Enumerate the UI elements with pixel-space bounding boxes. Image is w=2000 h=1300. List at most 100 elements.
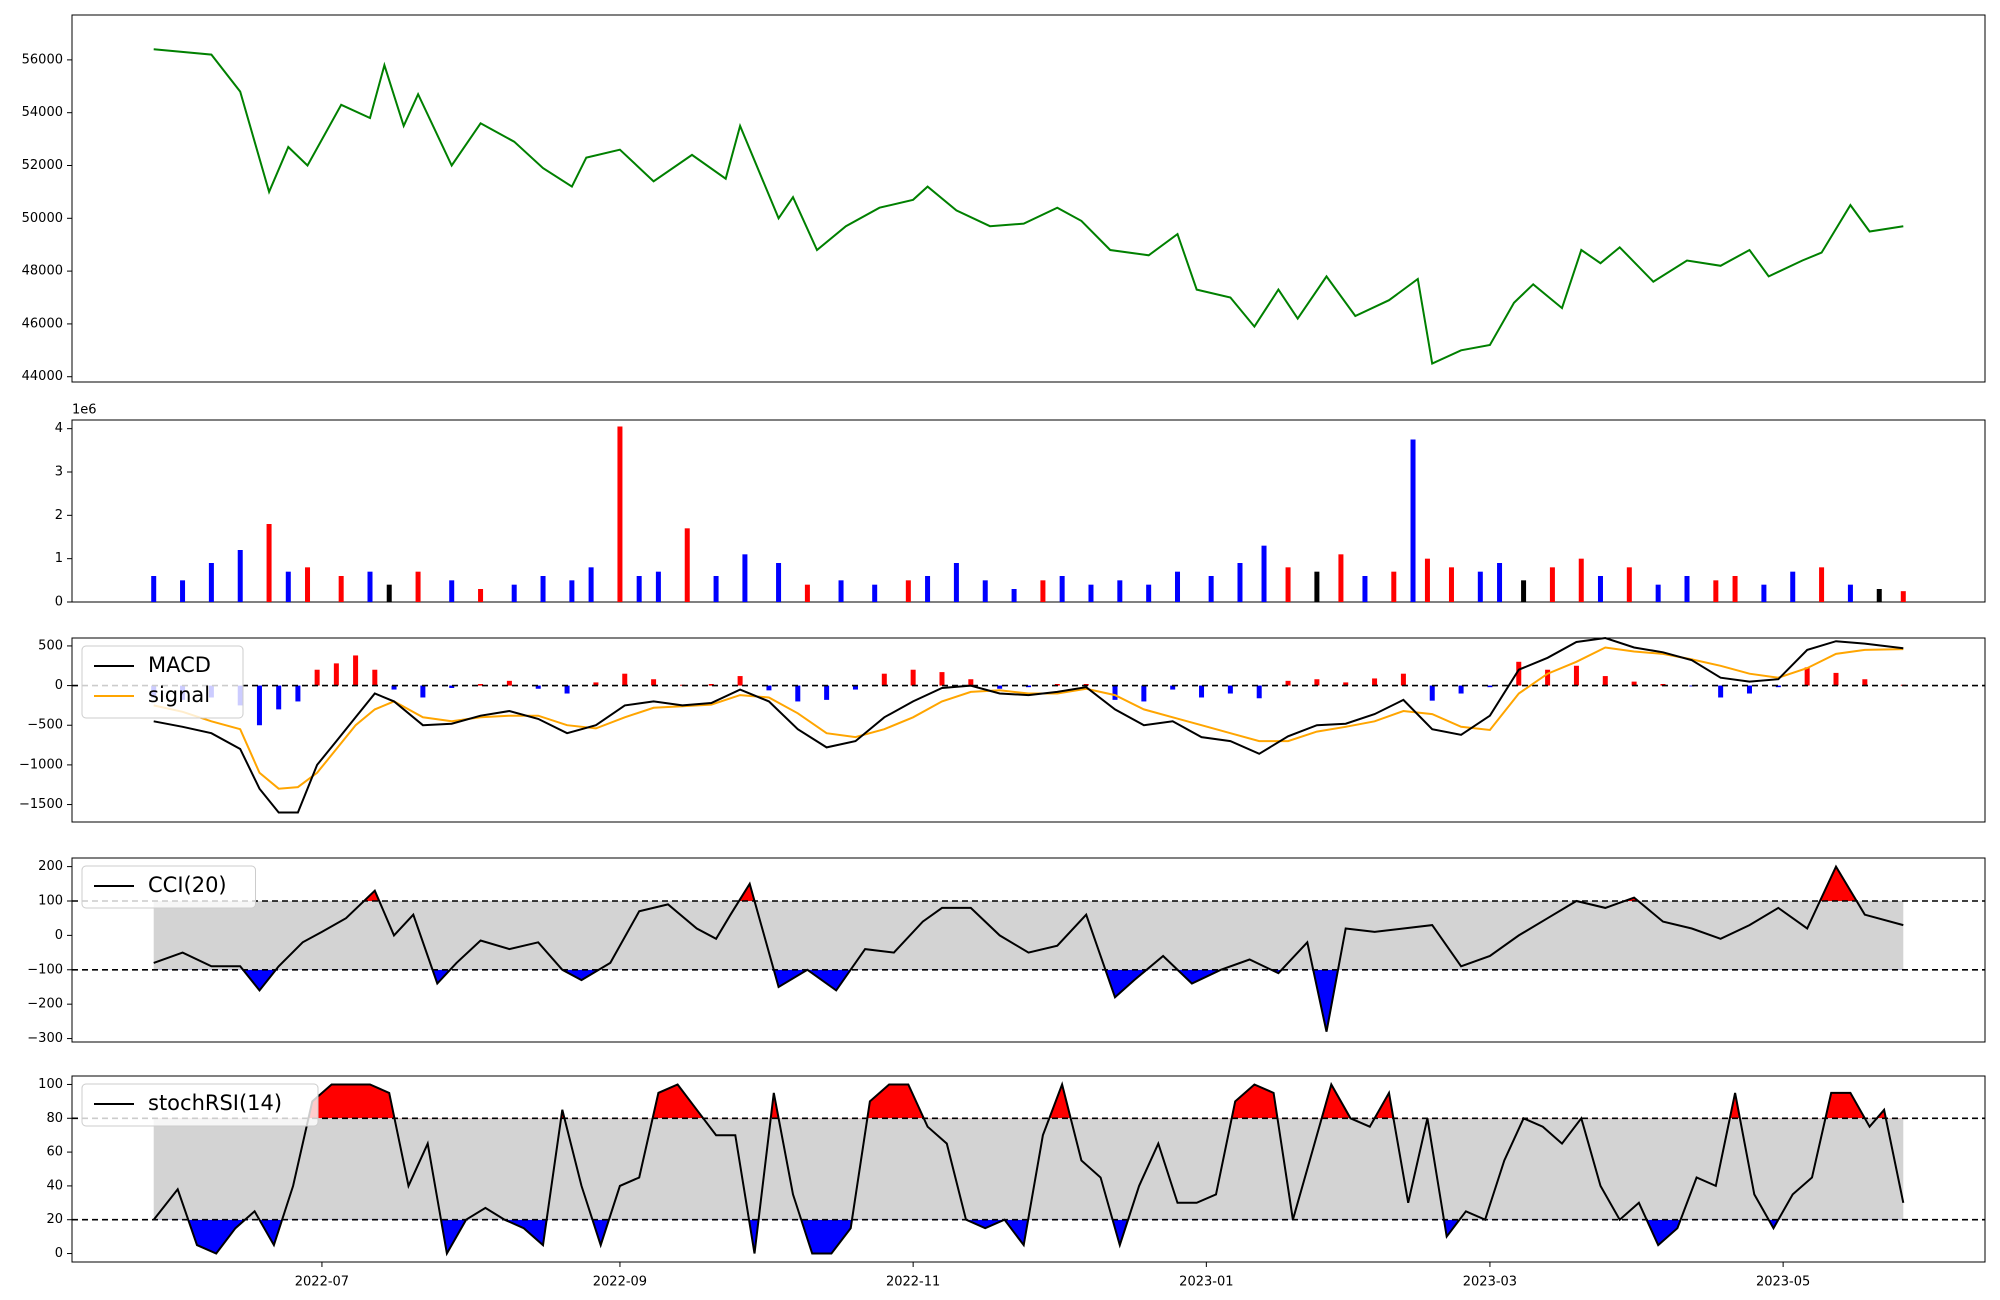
- x-tick-label-0: 2022-07: [295, 1275, 349, 1290]
- volume-bar: [1146, 584, 1152, 602]
- macd-histogram-bar: [506, 680, 512, 686]
- signal-line: [153, 646, 1904, 790]
- volume-bar: [636, 576, 642, 602]
- volume-bar: [208, 563, 214, 602]
- stochrsi-band: [153, 1118, 1904, 1220]
- y-tick-label-4-2: −100: [27, 962, 63, 977]
- macd-histogram-bar: [1372, 678, 1378, 686]
- volume-bar: [684, 528, 690, 602]
- volume-bar: [305, 567, 311, 602]
- macd-histogram-bar: [276, 685, 282, 710]
- x-tick-label-3: 2023-01: [1179, 1275, 1233, 1290]
- legend-label-3-1: signal: [148, 683, 210, 707]
- volume-bar: [1391, 571, 1397, 602]
- panel-frame-4: [71, 857, 1986, 1043]
- panel-frame-3: [71, 637, 1986, 823]
- volume-bar: [1549, 567, 1555, 602]
- volume-bar: [1521, 580, 1527, 602]
- x-tick-label-1: 2022-09: [593, 1275, 647, 1290]
- volume-bar: [1847, 584, 1853, 602]
- macd-histogram-bar: [1862, 679, 1868, 686]
- volume-bar: [180, 580, 186, 602]
- stochrsi-line: [152, 1081, 1905, 1257]
- volume-bar: [1626, 567, 1632, 602]
- volume-bar: [1059, 576, 1065, 602]
- macd-histogram-bar: [391, 685, 397, 690]
- volume-bar: [742, 554, 748, 602]
- y-tick-label-3-1: −1000: [19, 757, 63, 772]
- macd-histogram-bar: [852, 685, 858, 690]
- y-tick-label-4-3: 0: [55, 928, 63, 943]
- panel-frame-5: [71, 1075, 1986, 1263]
- volume-bar: [905, 580, 911, 602]
- x-tick-label-2: 2022-11: [886, 1275, 940, 1290]
- volume-bar: [1713, 580, 1719, 602]
- y-tick-label-5-0: 0: [55, 1246, 63, 1261]
- y-tick-label-2-3: 3: [55, 465, 63, 480]
- volume-bar: [588, 567, 594, 602]
- volume-bar: [540, 576, 546, 602]
- y-tick-label-1-6: 56000: [22, 52, 63, 67]
- macd-histogram-bar: [1631, 681, 1637, 686]
- y-tick-label-4-1: −200: [27, 997, 63, 1012]
- macd-histogram-bar: [1689, 685, 1695, 687]
- macd-histogram-bar: [939, 672, 945, 686]
- macd-histogram-bar: [256, 685, 262, 726]
- macd-line: [153, 636, 1904, 814]
- volume-bar: [1684, 576, 1690, 602]
- y-tick-label-5-3: 60: [46, 1145, 63, 1160]
- volume-bar: [1208, 576, 1214, 602]
- volume-bar: [1477, 571, 1483, 602]
- volume-bar: [511, 584, 517, 602]
- y-tick-label-4-5: 200: [38, 859, 63, 874]
- macd-histogram-bar: [795, 685, 801, 702]
- volume-bar: [237, 550, 243, 602]
- volume-bar: [1088, 584, 1094, 602]
- macd-histogram-bar: [420, 685, 426, 698]
- macd-histogram-bar: [1256, 685, 1262, 699]
- macd-histogram-bar: [881, 673, 887, 686]
- y-tick-label-2-4: 4: [55, 421, 63, 436]
- volume-bar: [1655, 584, 1661, 602]
- volume-bar: [266, 524, 272, 602]
- volume-bar: [1410, 439, 1416, 602]
- y-tick-label-5-5: 100: [38, 1077, 63, 1092]
- volume-bar: [713, 576, 719, 602]
- macd-histogram-bar: [1170, 685, 1176, 690]
- volume-bar: [1338, 554, 1344, 602]
- y-tick-label-3-4: 500: [38, 638, 63, 653]
- y-tick-label-2-0: 0: [55, 595, 63, 610]
- macd-histogram-bar: [564, 685, 570, 694]
- legend-label-4-0: CCI(20): [148, 873, 227, 897]
- macd-histogram-bar: [910, 669, 916, 686]
- volume-bar: [1011, 589, 1017, 602]
- volume-bar: [838, 580, 844, 602]
- macd-histogram-bar: [824, 685, 830, 700]
- y-tick-label-3-3: 0: [55, 678, 63, 693]
- macd-histogram-bar: [1775, 685, 1781, 688]
- volume-bar: [338, 576, 344, 602]
- macd-histogram-bar: [1833, 672, 1839, 686]
- y-tick-label-1-5: 54000: [22, 105, 63, 120]
- volume-bar: [1261, 545, 1267, 602]
- volume-bar: [367, 571, 373, 602]
- macd-histogram-bar: [1343, 682, 1349, 686]
- macd-histogram-bar: [1227, 685, 1233, 694]
- volume-bar: [1237, 563, 1243, 602]
- macd-histogram-bar: [997, 685, 1003, 689]
- volume-bar: [655, 571, 661, 602]
- volume-bar: [617, 426, 623, 602]
- macd-histogram-bar: [1602, 676, 1608, 686]
- y-tick-label-3-0: −1500: [19, 797, 63, 812]
- macd-histogram-bar: [1285, 680, 1291, 686]
- y-tick-label-1-0: 44000: [22, 369, 63, 384]
- macd-histogram-bar: [372, 669, 378, 686]
- macd-histogram-bar: [333, 663, 339, 686]
- cci-band: [153, 900, 1904, 970]
- macd-histogram-bar: [1429, 685, 1435, 701]
- panel-frame-1: [71, 14, 1986, 383]
- macd-histogram-bar: [1458, 685, 1464, 694]
- volume-bar: [925, 576, 931, 602]
- macd-histogram-bar: [1573, 665, 1579, 686]
- macd-histogram-bar: [651, 679, 657, 686]
